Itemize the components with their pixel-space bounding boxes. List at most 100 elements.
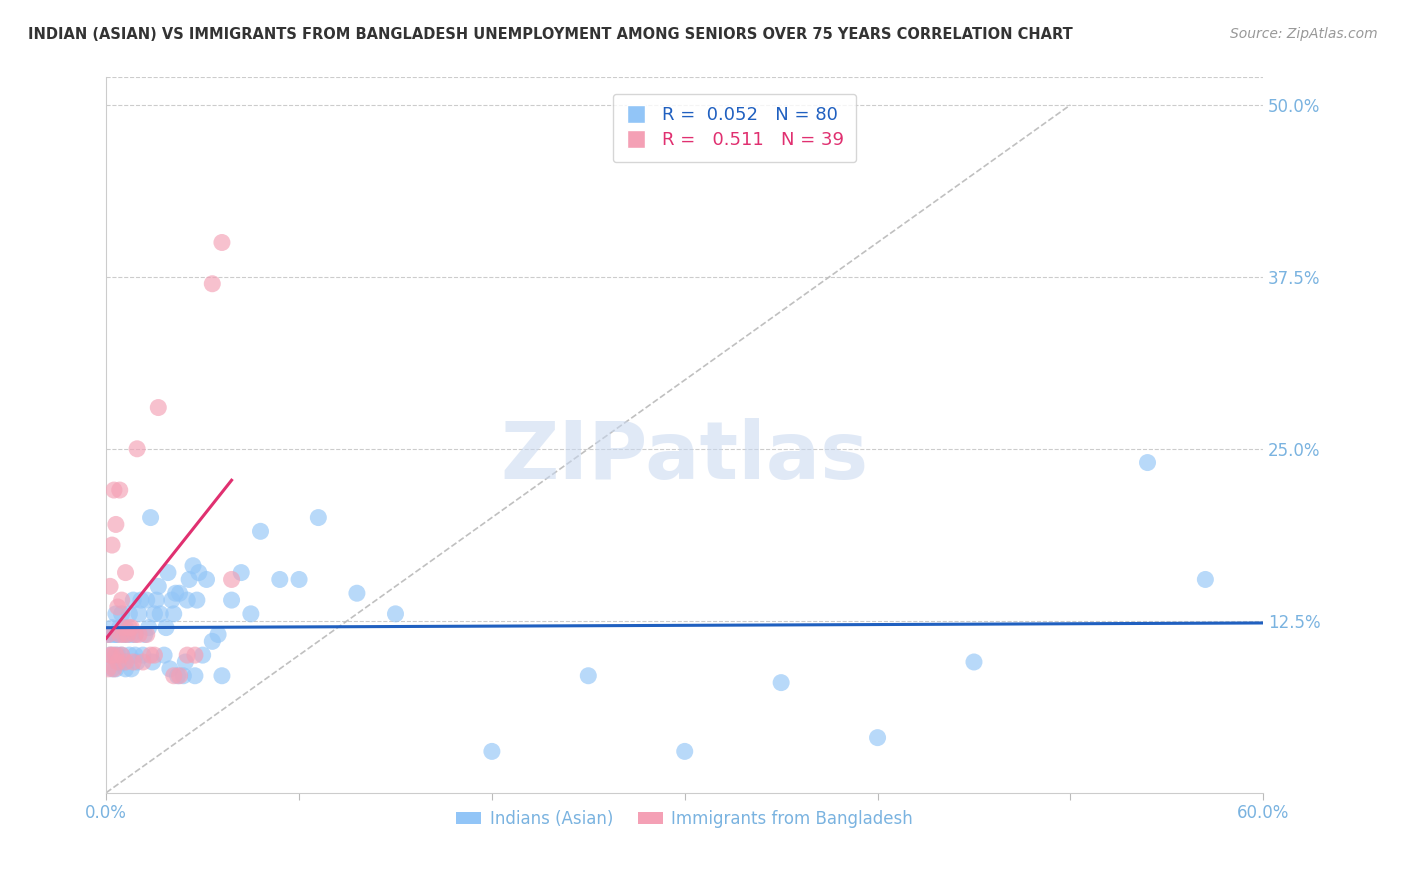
Point bbox=[176, 648, 198, 662]
Point bbox=[174, 655, 197, 669]
Point bbox=[103, 627, 125, 641]
Point bbox=[111, 648, 134, 662]
Point bbox=[166, 669, 188, 683]
Point bbox=[104, 517, 127, 532]
Point bbox=[103, 483, 125, 497]
Point bbox=[141, 655, 163, 669]
Point bbox=[149, 607, 172, 621]
Point bbox=[112, 627, 135, 641]
Point bbox=[104, 662, 127, 676]
Point bbox=[101, 662, 124, 676]
Point bbox=[143, 607, 166, 621]
Point bbox=[124, 627, 146, 641]
Point bbox=[239, 607, 262, 621]
Point bbox=[134, 627, 156, 641]
Point bbox=[187, 566, 209, 580]
Point bbox=[120, 621, 142, 635]
Point bbox=[101, 621, 124, 635]
Point bbox=[97, 627, 120, 641]
Point bbox=[107, 648, 129, 662]
Point bbox=[169, 669, 191, 683]
Point bbox=[172, 669, 194, 683]
Point bbox=[139, 648, 162, 662]
Point bbox=[145, 593, 167, 607]
Point bbox=[111, 648, 134, 662]
Point bbox=[963, 655, 986, 669]
Point bbox=[384, 607, 406, 621]
Point bbox=[201, 634, 224, 648]
Point bbox=[122, 655, 145, 669]
Point bbox=[107, 627, 129, 641]
Point bbox=[139, 510, 162, 524]
Point bbox=[179, 573, 201, 587]
Point bbox=[169, 586, 191, 600]
Point bbox=[195, 573, 218, 587]
Point bbox=[97, 662, 120, 676]
Point bbox=[118, 607, 141, 621]
Point bbox=[101, 538, 124, 552]
Point bbox=[128, 607, 150, 621]
Point bbox=[249, 524, 271, 539]
Point bbox=[132, 655, 155, 669]
Point bbox=[211, 235, 233, 250]
Text: ZIPatlas: ZIPatlas bbox=[501, 417, 869, 495]
Point bbox=[97, 627, 120, 641]
Point bbox=[231, 566, 253, 580]
Point bbox=[191, 648, 214, 662]
Point bbox=[1136, 456, 1159, 470]
Point bbox=[127, 655, 149, 669]
Point bbox=[288, 573, 311, 587]
Point bbox=[186, 593, 208, 607]
Point bbox=[346, 586, 368, 600]
Point bbox=[104, 648, 127, 662]
Point bbox=[114, 662, 136, 676]
Point bbox=[159, 662, 181, 676]
Point bbox=[98, 648, 121, 662]
Point bbox=[122, 593, 145, 607]
Point bbox=[98, 627, 121, 641]
Point bbox=[111, 593, 134, 607]
Point bbox=[132, 648, 155, 662]
Point bbox=[181, 558, 204, 573]
Point bbox=[117, 627, 139, 641]
Point bbox=[307, 510, 329, 524]
Point bbox=[673, 744, 696, 758]
Point bbox=[124, 648, 146, 662]
Point bbox=[98, 579, 121, 593]
Point bbox=[114, 655, 136, 669]
Point bbox=[103, 648, 125, 662]
Legend: Indians (Asian), Immigrants from Bangladesh: Indians (Asian), Immigrants from Banglad… bbox=[450, 803, 920, 834]
Point bbox=[269, 573, 291, 587]
Point bbox=[108, 621, 131, 635]
Point bbox=[163, 607, 186, 621]
Point bbox=[108, 655, 131, 669]
Point bbox=[118, 648, 141, 662]
Point bbox=[148, 579, 170, 593]
Point bbox=[143, 648, 166, 662]
Point bbox=[221, 573, 243, 587]
Point bbox=[135, 593, 157, 607]
Point bbox=[576, 669, 599, 683]
Point bbox=[148, 401, 170, 415]
Point bbox=[165, 586, 187, 600]
Point bbox=[112, 655, 135, 669]
Point bbox=[112, 627, 135, 641]
Point bbox=[481, 744, 503, 758]
Point bbox=[114, 621, 136, 635]
Point bbox=[156, 566, 179, 580]
Point bbox=[98, 648, 121, 662]
Point bbox=[207, 627, 229, 641]
Point bbox=[127, 442, 149, 456]
Point bbox=[138, 621, 160, 635]
Point bbox=[163, 669, 186, 683]
Point bbox=[120, 662, 142, 676]
Point bbox=[104, 607, 127, 621]
Point bbox=[118, 621, 141, 635]
Point bbox=[866, 731, 889, 745]
Point bbox=[153, 648, 176, 662]
Point bbox=[1194, 573, 1216, 587]
Point bbox=[184, 669, 207, 683]
Point bbox=[128, 627, 150, 641]
Point bbox=[160, 593, 183, 607]
Point bbox=[184, 648, 207, 662]
